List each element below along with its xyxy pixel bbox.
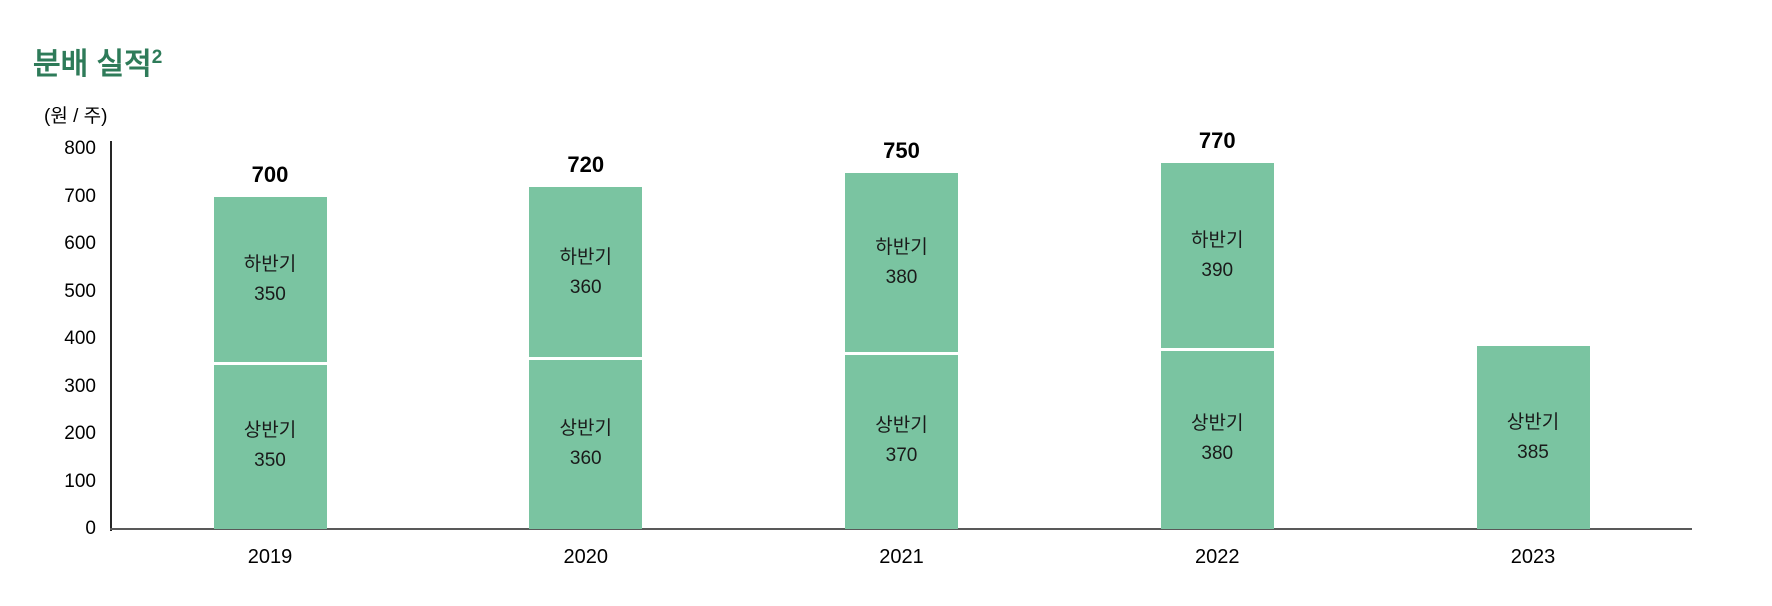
y-axis-tick-label: 100 xyxy=(64,470,96,492)
segment-value: 350 xyxy=(254,449,286,471)
segment-value: 370 xyxy=(885,445,918,467)
segment-label: 상반기 xyxy=(875,415,928,437)
stacked-bar-segment-second-half: 하반기 380 xyxy=(845,172,958,354)
stacked-bar-segment-first-half: 상반기 370 xyxy=(845,353,958,529)
x-axis-category-label: 2021 xyxy=(879,546,924,568)
segment-label: 상반기 xyxy=(1506,411,1560,433)
bar-total-label: 700 xyxy=(251,161,289,187)
segment-value: 380 xyxy=(1201,442,1234,464)
y-axis-tick-label: 600 xyxy=(64,233,96,254)
segment-value: 380 xyxy=(885,267,918,288)
stacked-bar-segment-first-half: 상반기 385 xyxy=(1476,346,1590,529)
stacked-bar-segment-second-half: 하반기 390 xyxy=(1160,163,1274,349)
y-axis-tick-label: 300 xyxy=(64,375,96,397)
y-axis-unit-label: (원 / 주) xyxy=(44,106,108,127)
chart-title: 분배 실적2 xyxy=(33,40,162,83)
segment-value: 350 xyxy=(254,283,286,305)
segment-value: 360 xyxy=(569,276,602,298)
segment-divider xyxy=(1160,347,1274,351)
segment-value: 390 xyxy=(1201,259,1234,281)
y-axis-tick-label: 400 xyxy=(64,328,96,349)
chart-title-text: 분배 실적 xyxy=(33,48,152,81)
segment-value: 360 xyxy=(569,447,602,469)
y-axis-line xyxy=(110,141,112,531)
segment-label: 상반기 xyxy=(559,417,612,439)
segment-label: 하반기 xyxy=(243,253,297,275)
x-axis-line xyxy=(110,528,1692,530)
x-axis-category-label: 2020 xyxy=(563,546,609,568)
stacked-bar-segment-first-half: 상반기 380 xyxy=(1160,348,1274,529)
y-axis-tick-label: 200 xyxy=(64,423,96,444)
segment-divider xyxy=(529,357,643,360)
segment-label: 하반기 xyxy=(875,237,928,258)
stacked-bar-segment-second-half: 하반기 350 xyxy=(213,196,327,363)
stacked-bar-segment-second-half: 하반기 360 xyxy=(529,187,643,358)
segment-value: 385 xyxy=(1517,441,1549,463)
segment-label: 상반기 xyxy=(1191,412,1244,434)
segment-label: 하반기 xyxy=(559,246,612,268)
y-axis-tick-label: 500 xyxy=(64,280,96,302)
segment-divider xyxy=(845,352,958,356)
bar-total-label: 750 xyxy=(883,137,920,163)
bar-total-label: 720 xyxy=(567,152,605,177)
y-axis-tick-label: 800 xyxy=(64,138,96,159)
y-axis-tick-label: 700 xyxy=(64,185,96,207)
y-axis-tick-label: 0 xyxy=(85,518,96,539)
segment-label: 하반기 xyxy=(1191,229,1244,251)
segment-label: 상반기 xyxy=(243,419,297,441)
chart-title-superscript: 2 xyxy=(151,47,163,68)
x-axis-category-label: 2022 xyxy=(1195,546,1240,568)
x-axis-category-label: 2019 xyxy=(247,546,293,568)
stacked-bar-segment-first-half: 상반기 360 xyxy=(529,358,643,529)
stacked-bar-segment-first-half: 상반기 350 xyxy=(213,362,327,529)
segment-divider xyxy=(213,361,327,365)
x-axis-category-label: 2023 xyxy=(1510,546,1556,568)
bar-total-label: 770 xyxy=(1198,128,1236,154)
